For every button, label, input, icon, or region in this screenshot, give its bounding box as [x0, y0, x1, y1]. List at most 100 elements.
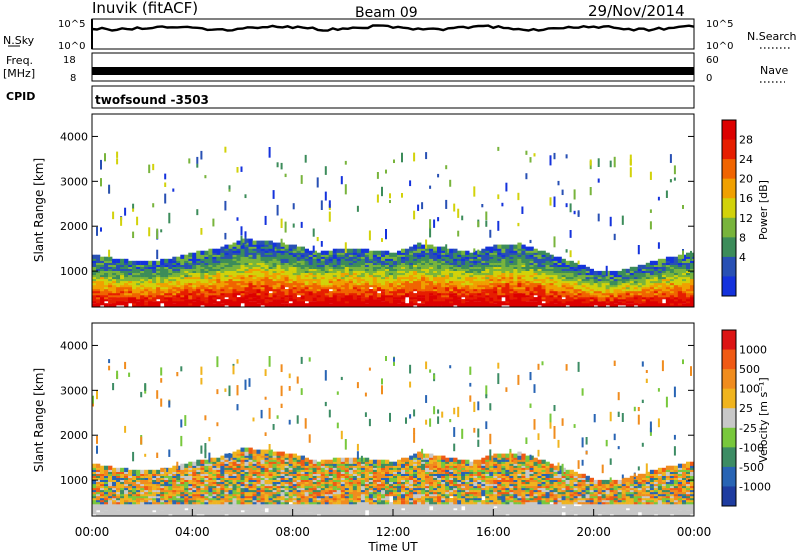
heatmap-cell	[256, 240, 261, 245]
heatmap-cell	[348, 248, 354, 253]
scatter-cell	[376, 194, 379, 203]
scatter-cell	[344, 184, 347, 195]
scatter-cell	[577, 260, 580, 265]
scatter-cell	[208, 437, 211, 442]
scatter-cell	[381, 238, 383, 242]
scatter-cell	[244, 194, 247, 199]
scatter-cell	[112, 383, 115, 391]
scatter-cell	[529, 239, 532, 244]
heatmap-cell	[461, 299, 466, 304]
scatter-cell	[312, 228, 315, 237]
noise-panel-frame	[91, 18, 695, 50]
heatmap-cell	[296, 297, 301, 302]
scatter-cell	[385, 229, 387, 240]
colorbar-segment	[722, 217, 736, 238]
heatmap-cell	[140, 260, 145, 265]
scatter-cell	[168, 400, 171, 408]
heatmap-cell	[196, 459, 201, 464]
heatmap-cell	[336, 248, 342, 253]
heatmap-cell	[216, 248, 221, 253]
scatter-cell	[204, 449, 207, 459]
heatmap-cell	[477, 301, 482, 306]
heatmap-cell	[132, 469, 137, 474]
heatmap-cell	[328, 250, 334, 255]
heatmap-cell	[128, 260, 133, 265]
heatmap-cell	[204, 250, 209, 255]
heatmap-cell	[405, 248, 410, 253]
heatmap-cell	[92, 510, 97, 515]
heatmap-cell	[260, 240, 265, 245]
heatmap-cell	[240, 512, 245, 517]
heatmap-cell	[481, 297, 486, 302]
scatter-cell	[224, 146, 227, 153]
heatmap-cell	[244, 510, 249, 515]
heatmap-cell	[677, 254, 683, 259]
heatmap-cell	[360, 297, 366, 302]
scatter-cell	[669, 179, 672, 183]
heatmap-cell	[461, 293, 466, 298]
noise-panel: N.Sky 10^5 10^0 10^5 10^0 N.Search	[3, 18, 797, 52]
scatter-cell	[605, 265, 608, 277]
scatter-cell	[196, 156, 199, 164]
cpid-value: twofsound -3503	[95, 93, 209, 107]
heatmap-cell	[132, 510, 137, 515]
heatmap-cell	[108, 465, 113, 470]
heatmap-cell	[212, 303, 217, 308]
scatter-cell	[284, 221, 287, 233]
scatter-cell	[682, 205, 684, 209]
heatmap-cell	[248, 510, 253, 515]
heatmap-cell	[276, 299, 281, 304]
heatmap-cell	[284, 244, 289, 249]
heatmap-cell	[537, 285, 542, 290]
scatter-cell	[96, 226, 98, 236]
scatter-cell	[517, 222, 520, 227]
scatter-cell	[180, 419, 183, 428]
scatter-cell	[304, 154, 307, 163]
scatter-cell	[376, 172, 379, 179]
scatter-cell	[553, 196, 556, 208]
heatmap-cell	[617, 270, 622, 276]
heatmap-cell	[120, 258, 125, 263]
heatmap-cell	[690, 252, 695, 257]
scatter-cell	[569, 230, 572, 238]
heatmap-cell	[172, 465, 177, 470]
heatmap-cell	[172, 303, 177, 308]
heatmap-cell	[108, 256, 113, 261]
heatmap-cell	[389, 252, 394, 257]
heatmap-cell	[220, 510, 225, 515]
colorbar-segment	[722, 237, 736, 258]
scatter-cell	[228, 185, 231, 190]
heatmap-cell	[405, 289, 410, 294]
heatmap-cell	[413, 244, 418, 249]
heatmap-cell	[401, 301, 406, 306]
heatmap-cell	[108, 303, 113, 308]
heatmap-cell	[589, 268, 594, 273]
scatter-cell	[621, 215, 624, 225]
heatmap-cell	[409, 287, 414, 292]
scatter-cell	[200, 150, 203, 160]
heatmap-cell	[300, 246, 305, 251]
heatmap-cell	[232, 242, 237, 247]
heatmap-cell	[204, 459, 209, 464]
scatter-cell	[657, 242, 660, 249]
scatter-cell	[573, 210, 576, 215]
velocity-heatmap	[92, 356, 695, 517]
heatmap-cell	[216, 301, 221, 306]
colorbar-tick-label: 4	[739, 251, 746, 264]
heatmap-cell	[617, 301, 622, 306]
scatter-cell	[108, 359, 111, 364]
heatmap-cell	[364, 248, 370, 253]
heatmap-cell	[172, 256, 177, 261]
heatmap-cell	[641, 264, 647, 269]
heatmap-cell	[212, 510, 217, 515]
scatter-cell	[485, 220, 488, 227]
scatter-cell	[457, 208, 460, 218]
scatter-cell	[497, 194, 500, 200]
scatter-cell	[609, 160, 612, 168]
heatmap-cell	[144, 260, 149, 265]
heatmap-cell	[473, 295, 478, 300]
scatter-cell	[529, 157, 532, 163]
scatter-cell	[240, 166, 243, 172]
heatmap-cell	[397, 303, 402, 308]
scatter-cell	[144, 383, 147, 391]
